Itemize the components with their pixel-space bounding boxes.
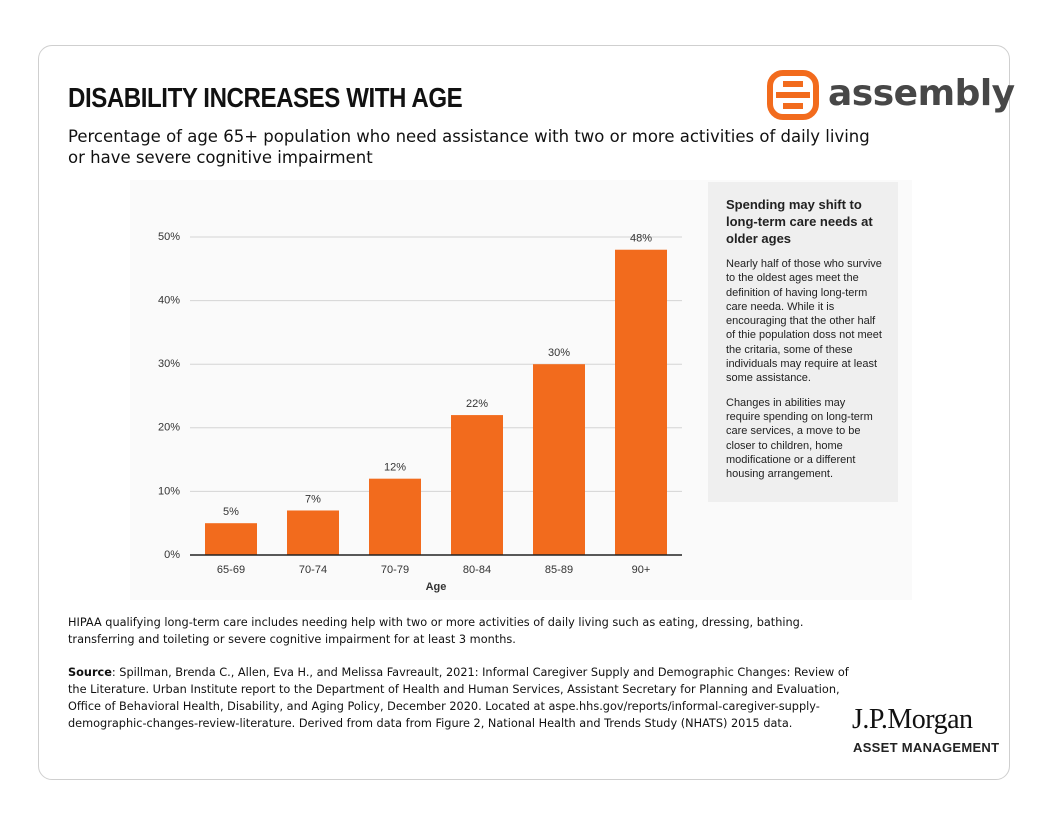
side-paragraph: Nearly half of those who survive to the … bbox=[726, 258, 882, 385]
x-tick-label: 85-89 bbox=[545, 564, 573, 576]
bar bbox=[533, 364, 585, 555]
source: Source: Spillman, Brenda C., Allen, Eva … bbox=[68, 664, 858, 732]
bar bbox=[287, 510, 339, 555]
bar bbox=[451, 415, 503, 555]
value-label: 22% bbox=[466, 398, 488, 410]
bar bbox=[205, 523, 257, 555]
x-tick-label: 70-74 bbox=[299, 564, 327, 576]
y-tick-label: 40% bbox=[158, 295, 180, 307]
side-paragraph: Changes in abilities may require spendin… bbox=[726, 396, 873, 481]
side-heading: Spending may shift to long-term care nee… bbox=[726, 197, 873, 246]
footnote: HIPAA qualifying long-term care includes… bbox=[68, 616, 804, 646]
value-label: 12% bbox=[384, 462, 406, 474]
x-tick-label: 65-69 bbox=[217, 564, 245, 576]
bar bbox=[369, 478, 421, 555]
y-tick-label: 20% bbox=[158, 422, 180, 434]
y-tick-label: 50% bbox=[158, 231, 180, 243]
jpmorgan-logo: J.P.Morgan bbox=[852, 704, 973, 735]
card bbox=[38, 45, 1010, 780]
side-box: Spending may shift to long-term care nee… bbox=[708, 182, 898, 502]
value-label: 30% bbox=[548, 347, 570, 359]
x-tick-label: 70-79 bbox=[381, 564, 409, 576]
value-label: 7% bbox=[305, 493, 321, 505]
value-label: 48% bbox=[630, 233, 652, 245]
title: DISABILITY INCREASES WITH AGE bbox=[68, 82, 463, 113]
assembly-icon bbox=[767, 70, 819, 120]
y-tick-label: 30% bbox=[158, 358, 180, 370]
x-axis-label: Age bbox=[426, 581, 447, 593]
source-text: : Spillman, Brenda C., Allen, Eva H., an… bbox=[68, 666, 849, 730]
assembly-logo: assembly bbox=[828, 73, 1015, 114]
subtitle: Percentage of age 65+ population who nee… bbox=[68, 127, 870, 167]
x-tick-label: 90+ bbox=[632, 564, 651, 576]
y-tick-label: 10% bbox=[158, 485, 180, 497]
asset-management: ASSET MANAGEMENT bbox=[853, 740, 1000, 755]
source-label: Source bbox=[68, 666, 112, 679]
value-label: 5% bbox=[223, 506, 239, 518]
bar bbox=[615, 249, 667, 555]
x-tick-label: 80-84 bbox=[463, 564, 491, 576]
y-tick-label: 0% bbox=[164, 549, 180, 561]
